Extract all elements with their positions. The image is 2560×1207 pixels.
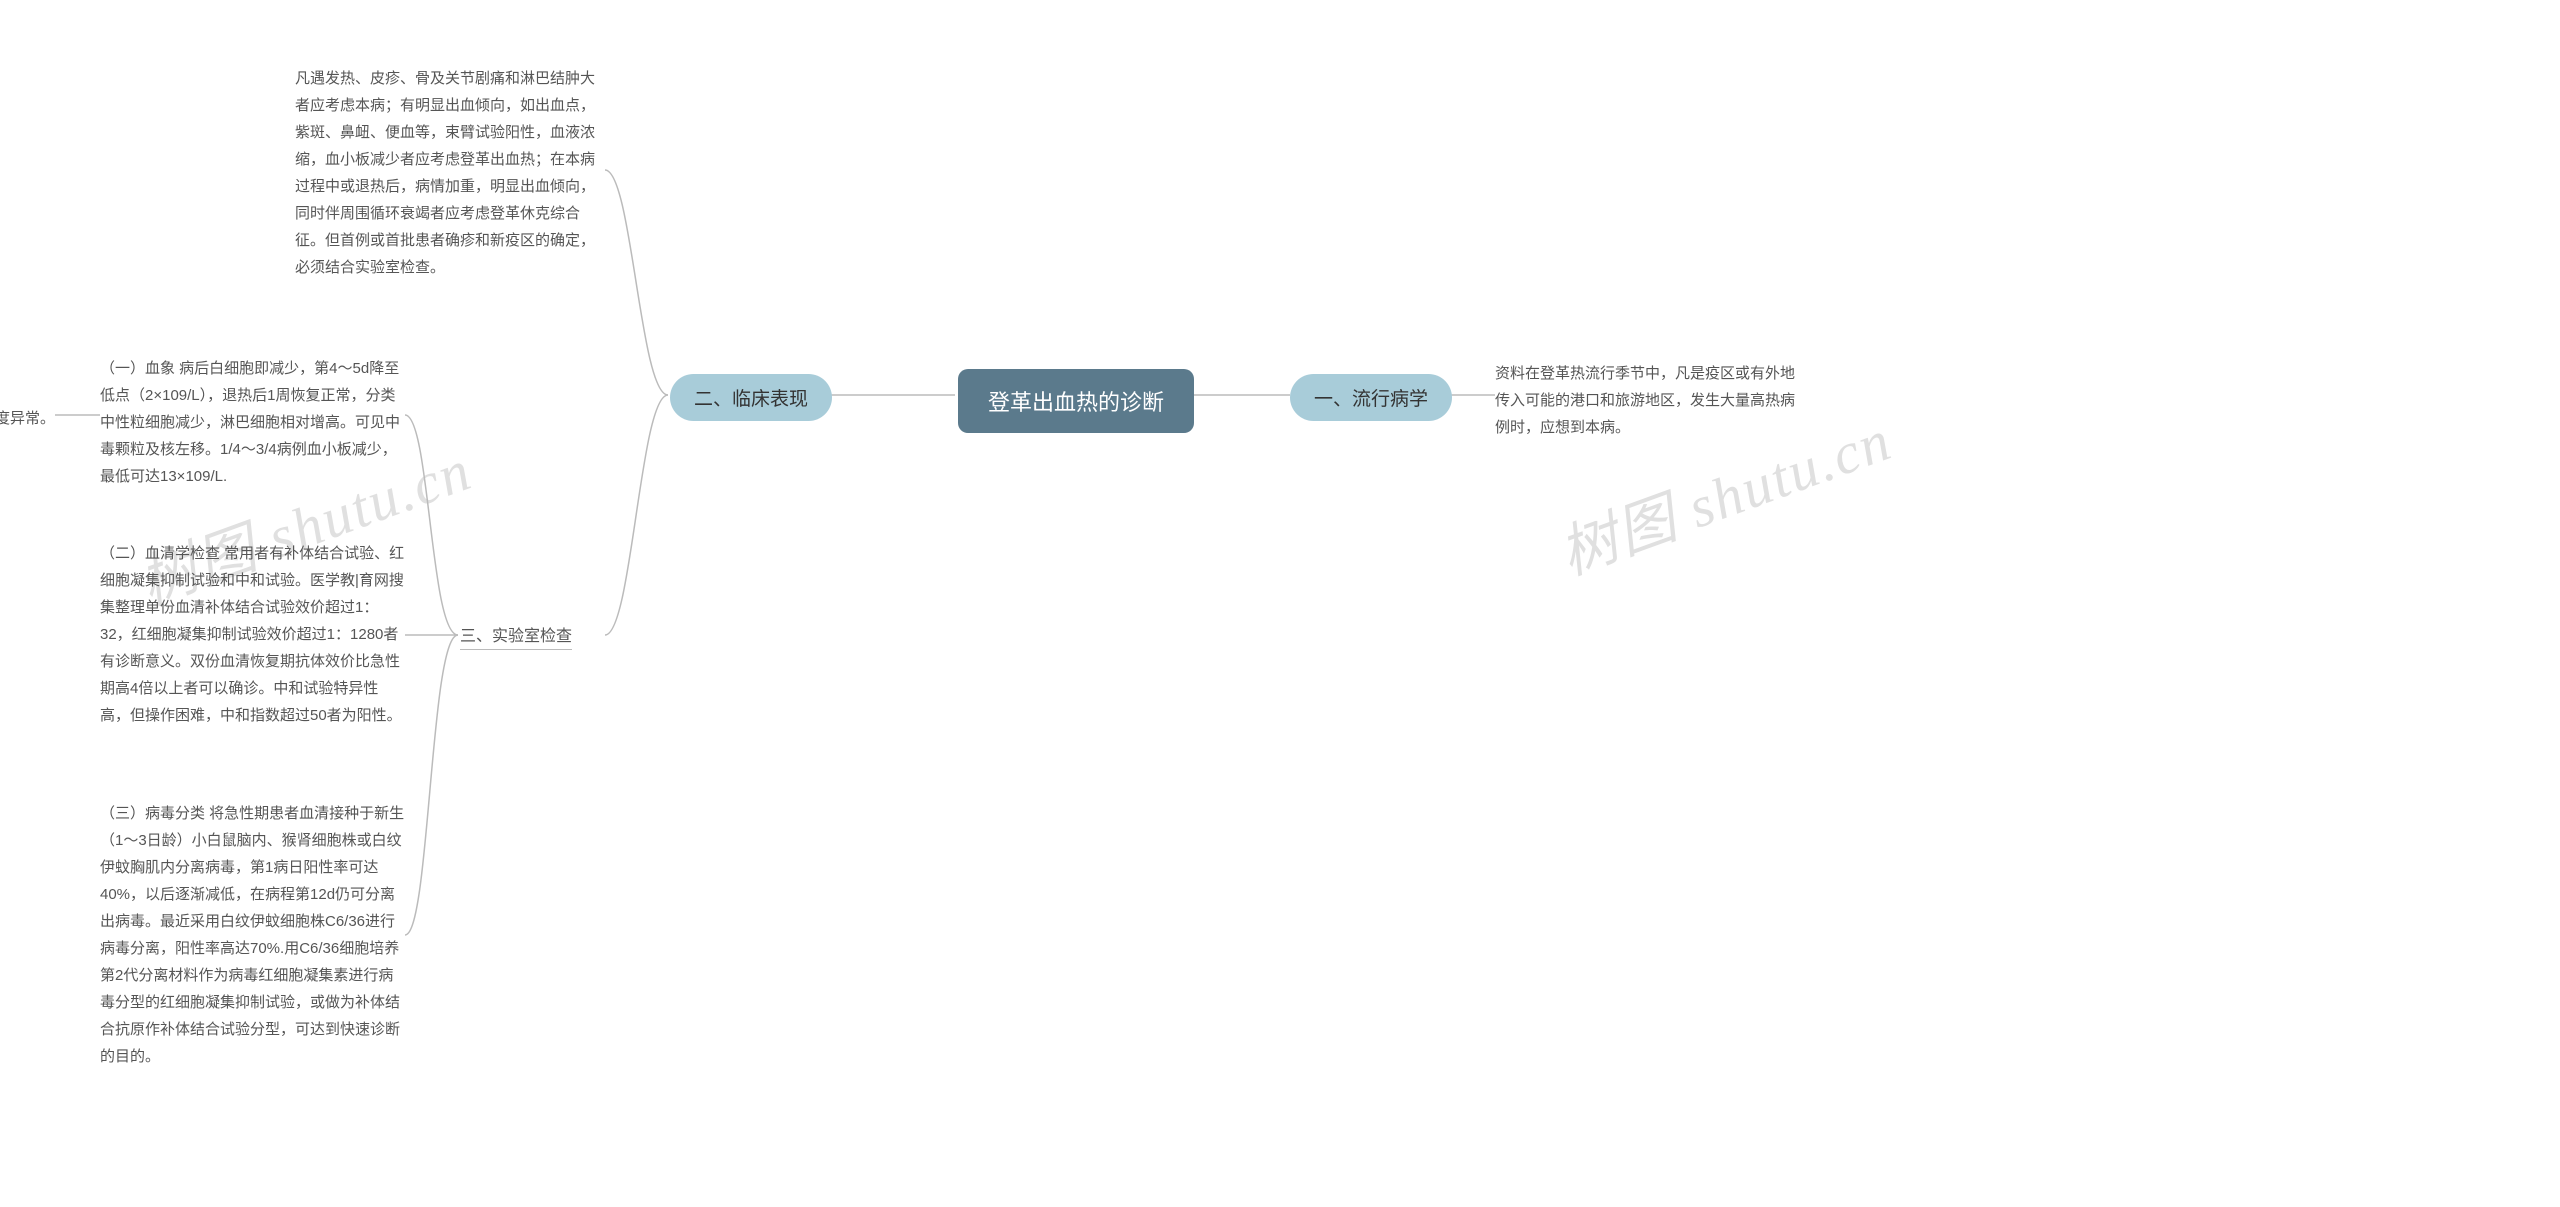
lab-virus-content: （三）病毒分类 将急性期患者血清接种于新生（1～3日龄）小白鼠脑内、猴肾细胞株或… <box>100 800 405 1070</box>
clinical-text: 凡遇发热、皮疹、骨及关节剧痛和淋巴结肿大者应考虑本病；有明显出血倾向，如出血点，… <box>295 65 605 281</box>
lab-serology-text: （二）血清学检查 常用者有补体结合试验、红细胞凝集抑制试验和中和试验。医学教|育… <box>100 540 405 729</box>
branch-lab-label: 三、实验室检查 <box>460 622 572 646</box>
root-label: 登革出血热的诊断 <box>988 385 1164 417</box>
clinical-content: 凡遇发热、皮疹、骨及关节剧痛和淋巴结肿大者应考虑本病；有明显出血倾向，如出血点，… <box>295 65 605 281</box>
branch-clinical[interactable]: 二、临床表现 <box>670 374 832 421</box>
lab-blood-text: （一）血象 病后白细胞即减少，第4～5d降至低点（2×109/L），退热后1周恢… <box>100 355 405 490</box>
branch-clinical-label: 二、临床表现 <box>694 384 808 411</box>
lab-serology-content: （二）血清学检查 常用者有补体结合试验、红细胞凝集抑制试验和中和试验。医学教|育… <box>100 540 405 729</box>
branch-epidemiology-label: 一、流行病学 <box>1314 384 1428 411</box>
branch-epidemiology[interactable]: 一、流行病学 <box>1290 374 1452 421</box>
epidemiology-text: 资料在登革热流行季节中，凡是疫区或有外地传入可能的港口和旅游地区，发生大量高热病… <box>1495 360 1805 441</box>
epidemiology-content: 资料在登革热流行季节中，凡是疫区或有外地传入可能的港口和旅游地区，发生大量高热病… <box>1495 360 1805 441</box>
lab-blood-extra: 部分病例尿及脑脊液可轻度异常。 <box>0 405 55 432</box>
lab-blood-extra-text: 部分病例尿及脑脊液可轻度异常。 <box>0 405 55 432</box>
lab-virus-text: （三）病毒分类 将急性期患者血清接种于新生（1～3日龄）小白鼠脑内、猴肾细胞株或… <box>100 800 405 1070</box>
lab-blood-content: （一）血象 病后白细胞即减少，第4～5d降至低点（2×109/L），退热后1周恢… <box>100 355 405 490</box>
root-node[interactable]: 登革出血热的诊断 <box>958 369 1194 433</box>
branch-lab[interactable]: 三、实验室检查 <box>460 622 572 650</box>
